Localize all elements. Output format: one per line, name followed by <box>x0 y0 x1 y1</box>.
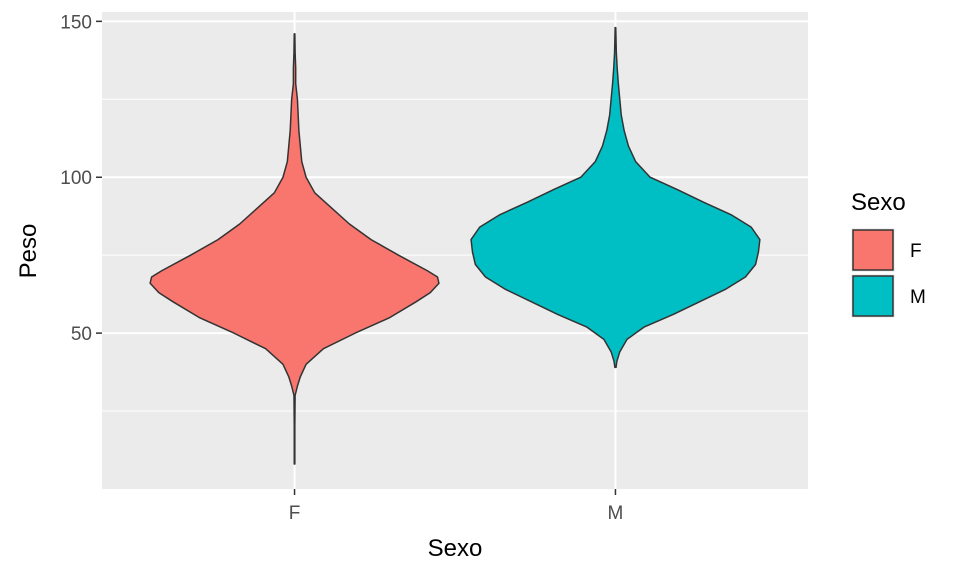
legend-label-F: F <box>910 241 922 262</box>
violin-M <box>470 26 761 369</box>
x-tick-label-M: M <box>608 503 624 524</box>
legend-items: FM <box>851 228 926 318</box>
x-axis-title: Sexo <box>428 535 483 562</box>
y-tick-label: 50 <box>71 324 92 345</box>
violin-F <box>149 33 440 465</box>
y-axis-title: Peso <box>15 224 42 279</box>
legend-title: Sexo <box>851 189 906 216</box>
legend: Sexo FM <box>851 189 926 318</box>
legend-swatch-F <box>852 229 894 271</box>
x-tick-label-F: F <box>289 503 301 524</box>
y-tick-label: 100 <box>60 168 92 189</box>
y-axis-ticks: 50 100 150 <box>60 12 102 345</box>
violins <box>149 26 761 465</box>
legend-label-M: M <box>910 287 926 308</box>
y-tick-label: 150 <box>60 12 92 33</box>
legend-swatch-M <box>852 275 894 317</box>
